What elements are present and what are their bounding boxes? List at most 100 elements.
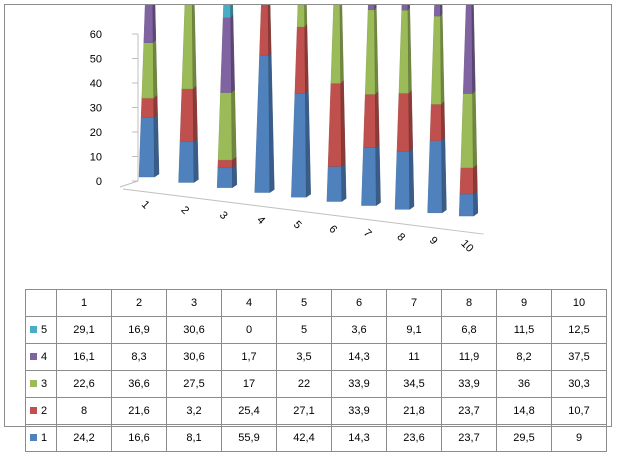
table-cell: 29,5 bbox=[496, 424, 552, 452]
bar-side-c5-s3 bbox=[304, 5, 308, 28]
table-cell: 9 bbox=[551, 424, 607, 452]
floor-left-edge bbox=[119, 180, 139, 188]
bar-segment-c3-s5 bbox=[222, 5, 231, 18]
table-cell: 11 bbox=[386, 343, 442, 371]
y-tick-label: 30 bbox=[90, 103, 102, 115]
bar-segment-c5-s3 bbox=[296, 5, 305, 28]
table-cell: 9,1 bbox=[386, 316, 442, 344]
table-cell: 21,6 bbox=[111, 397, 167, 425]
bar-side-c7-s2 bbox=[375, 90, 380, 149]
table-cell: 36,6 bbox=[111, 370, 167, 398]
bar-side-c9-s4 bbox=[440, 5, 443, 17]
bar-side-c10-s3 bbox=[472, 90, 478, 169]
category-axis-line bbox=[122, 188, 484, 235]
table-row: 1 24,2 16,6 8,1 55,9 42,4 14,3 23,6 23,7 29,5 9 bbox=[25, 424, 607, 452]
legend-label: 1 bbox=[41, 432, 48, 444]
table-header-cell: 9 bbox=[496, 289, 552, 317]
table-header-cell: 4 bbox=[221, 289, 277, 317]
table-cell: 27,1 bbox=[276, 397, 332, 425]
table-header-cell: 10 bbox=[551, 289, 607, 317]
x-tick-label: 5 bbox=[291, 219, 304, 232]
y-tick-label: 20 bbox=[90, 127, 102, 139]
bar-segment-c1-s3 bbox=[141, 42, 154, 99]
table-cell: 33,9 bbox=[331, 397, 387, 425]
legend-label: 5 bbox=[41, 324, 48, 336]
bar-segment-c3-s4 bbox=[220, 17, 232, 93]
bar-side-c3-s3 bbox=[231, 89, 237, 161]
table-cell: 23,7 bbox=[441, 397, 497, 425]
table-header-cell: 8 bbox=[441, 289, 497, 317]
bar-segment-c1-s1 bbox=[138, 117, 155, 178]
bar-side-c9-s2 bbox=[441, 100, 446, 142]
bar-segment-c9-s4 bbox=[433, 5, 441, 17]
bar-side-c3-s1 bbox=[232, 164, 238, 189]
table-cell: 8,3 bbox=[111, 343, 167, 371]
chart-plot-area: 0 10 20 30 40 50 60 1 2 3 4 5 6 7 8 9 10 bbox=[90, 5, 484, 255]
table-corner-cell bbox=[25, 289, 57, 317]
bar-segment-c3-s1 bbox=[216, 167, 233, 188]
legend-label: 4 bbox=[41, 351, 48, 363]
bar-segment-c7-s2 bbox=[363, 94, 376, 148]
table-cell: 33,9 bbox=[331, 370, 387, 398]
table-cell: 3,2 bbox=[166, 397, 222, 425]
bar-segment-c5-s2 bbox=[294, 26, 306, 94]
bar-segment-c3-s3 bbox=[217, 92, 233, 161]
bar-side-c1-s3 bbox=[152, 39, 158, 99]
table-cell: 37,5 bbox=[551, 343, 607, 371]
bar-segment-c8-s2 bbox=[396, 93, 410, 152]
x-tick-label: 2 bbox=[178, 204, 191, 217]
table-cell: 22,6 bbox=[56, 370, 112, 398]
bar-segment-c10-s4 bbox=[463, 5, 473, 94]
x-tick-label: 4 bbox=[254, 214, 267, 227]
table-cell: 34,5 bbox=[386, 370, 442, 398]
bar-side-c1-s4 bbox=[152, 5, 157, 44]
bar-segment-c4-s1 bbox=[254, 55, 271, 193]
bar-side-c1-s1 bbox=[153, 114, 160, 178]
table-cell: 0 bbox=[221, 316, 277, 344]
table-header-cell: 2 bbox=[111, 289, 167, 317]
table-row: 3 22,6 36,6 27,5 17 22 33,9 34,5 33,9 36 30,3 bbox=[25, 370, 607, 398]
legend-cell: 3 bbox=[25, 370, 57, 398]
legend-key bbox=[30, 353, 37, 360]
bar-side-c9-s3 bbox=[440, 12, 445, 105]
bar-segment-c7-s3 bbox=[365, 9, 376, 95]
table-row: 4 16,1 8,3 30,6 1,7 3,5 14,3 11 11,9 8,2 37,5 bbox=[25, 343, 607, 371]
bar-side-c4-s2 bbox=[267, 5, 272, 57]
bar-side-c8-s1 bbox=[408, 147, 415, 210]
bar-side-c7-s3 bbox=[374, 6, 379, 95]
legend-label: 2 bbox=[41, 405, 48, 417]
table-cell: 30,6 bbox=[166, 343, 222, 371]
bar-segment-c8-s3 bbox=[398, 9, 409, 94]
bar-segment-c6-s1 bbox=[326, 166, 342, 202]
y-tick-label: 0 bbox=[96, 176, 102, 188]
bar-segment-c9-s1 bbox=[427, 140, 443, 214]
bar-side-c6-s3 bbox=[339, 5, 344, 84]
table-header-cell: 3 bbox=[166, 289, 222, 317]
x-tick-label: 1 bbox=[139, 199, 152, 212]
table-cell: 29,1 bbox=[56, 316, 112, 344]
bar-side-c8-s2 bbox=[408, 89, 413, 152]
table-cell: 24,2 bbox=[56, 424, 112, 452]
table-cell: 5 bbox=[276, 316, 332, 344]
legend-cell: 4 bbox=[25, 343, 57, 371]
table-cell: 33,9 bbox=[441, 370, 497, 398]
table-cell: 16,6 bbox=[111, 424, 167, 452]
bar-side-c5-s2 bbox=[304, 23, 309, 94]
table-header-cell: 7 bbox=[386, 289, 442, 317]
y-tick-label: 60 bbox=[90, 29, 102, 41]
chart-frame: 0 10 20 30 40 50 60 1 2 3 4 5 6 7 8 9 10 1 2 3 4 5 6 7 8 9 10 5 29,… bbox=[4, 4, 612, 452]
bar-side-c10-s1 bbox=[473, 190, 479, 217]
table-cell: 23,7 bbox=[441, 424, 497, 452]
legend-cell: 2 bbox=[25, 397, 57, 425]
table-cell: 6,8 bbox=[441, 316, 497, 344]
table-cell: 1,7 bbox=[221, 343, 277, 371]
bar-segment-c10-s1 bbox=[458, 193, 474, 217]
bar-side-c6-s1 bbox=[341, 163, 347, 202]
bar-side-c2-s3 bbox=[191, 5, 197, 90]
table-header-row: 1 2 3 4 5 6 7 8 9 10 bbox=[25, 289, 607, 317]
legend-key bbox=[30, 434, 37, 441]
table-cell: 3,6 bbox=[331, 316, 387, 344]
y-tick-label: 40 bbox=[90, 78, 102, 90]
bar-segment-c2-s1 bbox=[178, 141, 195, 183]
table-cell: 27,5 bbox=[166, 370, 222, 398]
